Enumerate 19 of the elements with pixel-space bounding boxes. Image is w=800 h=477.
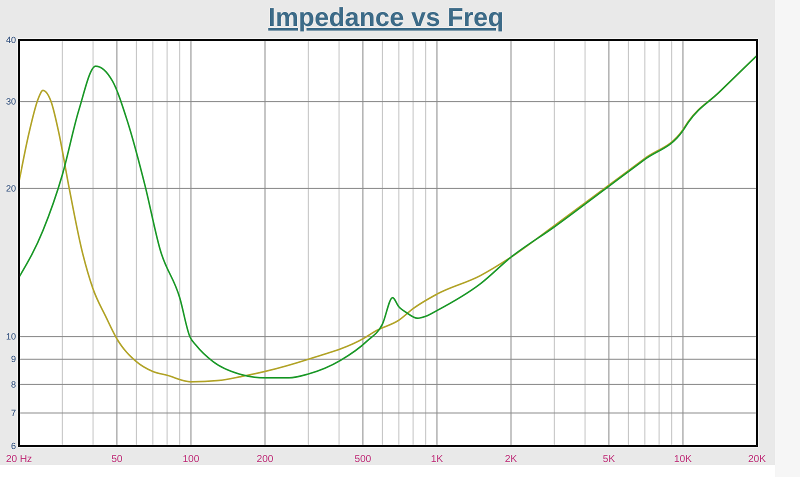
y-tick-label: 40: [6, 35, 16, 45]
chart-title: Impedance vs Freq: [268, 2, 504, 32]
x-tick-label: 100: [182, 454, 200, 465]
x-tick-label: 200: [256, 454, 274, 465]
y-tick-label: 9: [10, 354, 16, 364]
x-tick-label: 10K: [674, 454, 692, 465]
x-tick-label: 500: [354, 454, 372, 465]
x-tick-label: 1K: [430, 454, 444, 465]
y-tick-label: 20: [6, 183, 16, 194]
x-tick-label: 50: [111, 454, 123, 465]
x-tick-label: 20 Hz: [6, 454, 32, 465]
y-tick-label: 10: [6, 332, 16, 342]
y-tick-label: 30: [6, 96, 16, 107]
y-tick-label: 7: [10, 408, 16, 418]
x-tick-label: 5K: [602, 454, 616, 465]
x-tick-label: 20K: [748, 454, 766, 465]
x-tick-label: 2K: [504, 454, 518, 465]
y-tick-label: 6: [10, 441, 16, 451]
y-tick-label: 8: [10, 379, 16, 390]
